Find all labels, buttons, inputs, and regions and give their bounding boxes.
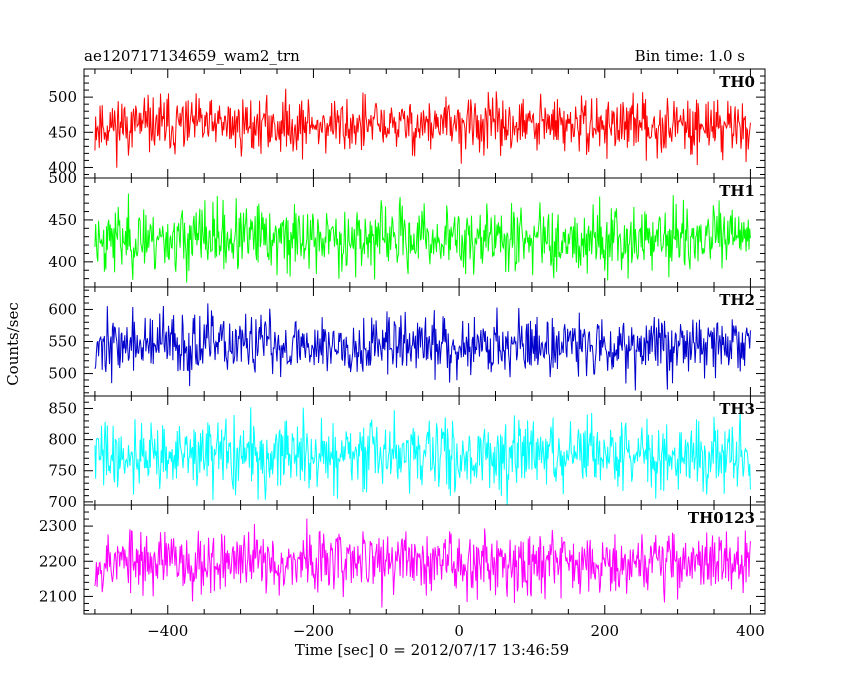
panel-label: TH2 (719, 291, 755, 309)
panel-frame (83, 504, 766, 615)
panel-th0123: 2100 2200 2300 TH0123 (39, 504, 766, 615)
x-tick-label: 200 (590, 622, 619, 640)
y-tick-label: 450 (48, 123, 77, 141)
y-tick-label: 850 (48, 399, 77, 417)
y-tick-label: 450 (48, 211, 77, 229)
series-th3 (94, 407, 751, 505)
series-th1 (94, 193, 751, 283)
series-th2 (94, 303, 751, 391)
y-tick-label: 2300 (39, 517, 77, 535)
panel-th3: 700 750 800 850 TH3 (48, 395, 766, 511)
panel-th2: 500 550 600 TH2 (48, 286, 766, 397)
y-axis-label: Counts/sec (4, 302, 22, 386)
y-tick-label: 700 (48, 493, 77, 511)
panel-th0: 400 450 500 TH0 (48, 68, 766, 179)
y-tick-label: 2100 (39, 587, 77, 605)
series-th0 (94, 88, 751, 168)
panel-label: TH0 (719, 73, 755, 91)
y-tick-label: 400 (48, 253, 77, 271)
y-tick-label: 600 (48, 300, 77, 318)
y-tick-label: 2200 (39, 552, 77, 570)
y-tick-label: 500 (48, 88, 77, 106)
y-tick-label: 500 (48, 365, 77, 383)
x-axis: −400 −200 0 200 400 (147, 622, 765, 640)
panels: 400450500TH0400450500TH1500550600TH27007… (39, 68, 766, 615)
bin-time-label: Bin time: 1.0 s (635, 47, 745, 65)
panel-label: TH0123 (688, 509, 755, 527)
y-tick-label: 500 (48, 169, 77, 187)
y-tick-label: 750 (48, 462, 77, 480)
chart-title: ae120717134659_wam2_trn (84, 47, 300, 65)
x-tick-label: 0 (454, 622, 464, 640)
x-tick-label: −400 (147, 622, 188, 640)
y-tick-label: 400 (48, 158, 77, 176)
y-tick-label: 550 (48, 333, 77, 351)
x-tick-label: 400 (736, 622, 765, 640)
x-axis-label: Time [sec] 0 = 2012/07/17 13:46:59 (295, 641, 569, 659)
series-th0123 (94, 518, 751, 608)
panel-th1: 400 450 500 TH1 (48, 169, 766, 288)
x-tick-label: −200 (293, 622, 334, 640)
panel-label: TH3 (719, 400, 755, 418)
y-tick-label: 800 (48, 431, 77, 449)
panel-label: TH1 (719, 182, 755, 200)
